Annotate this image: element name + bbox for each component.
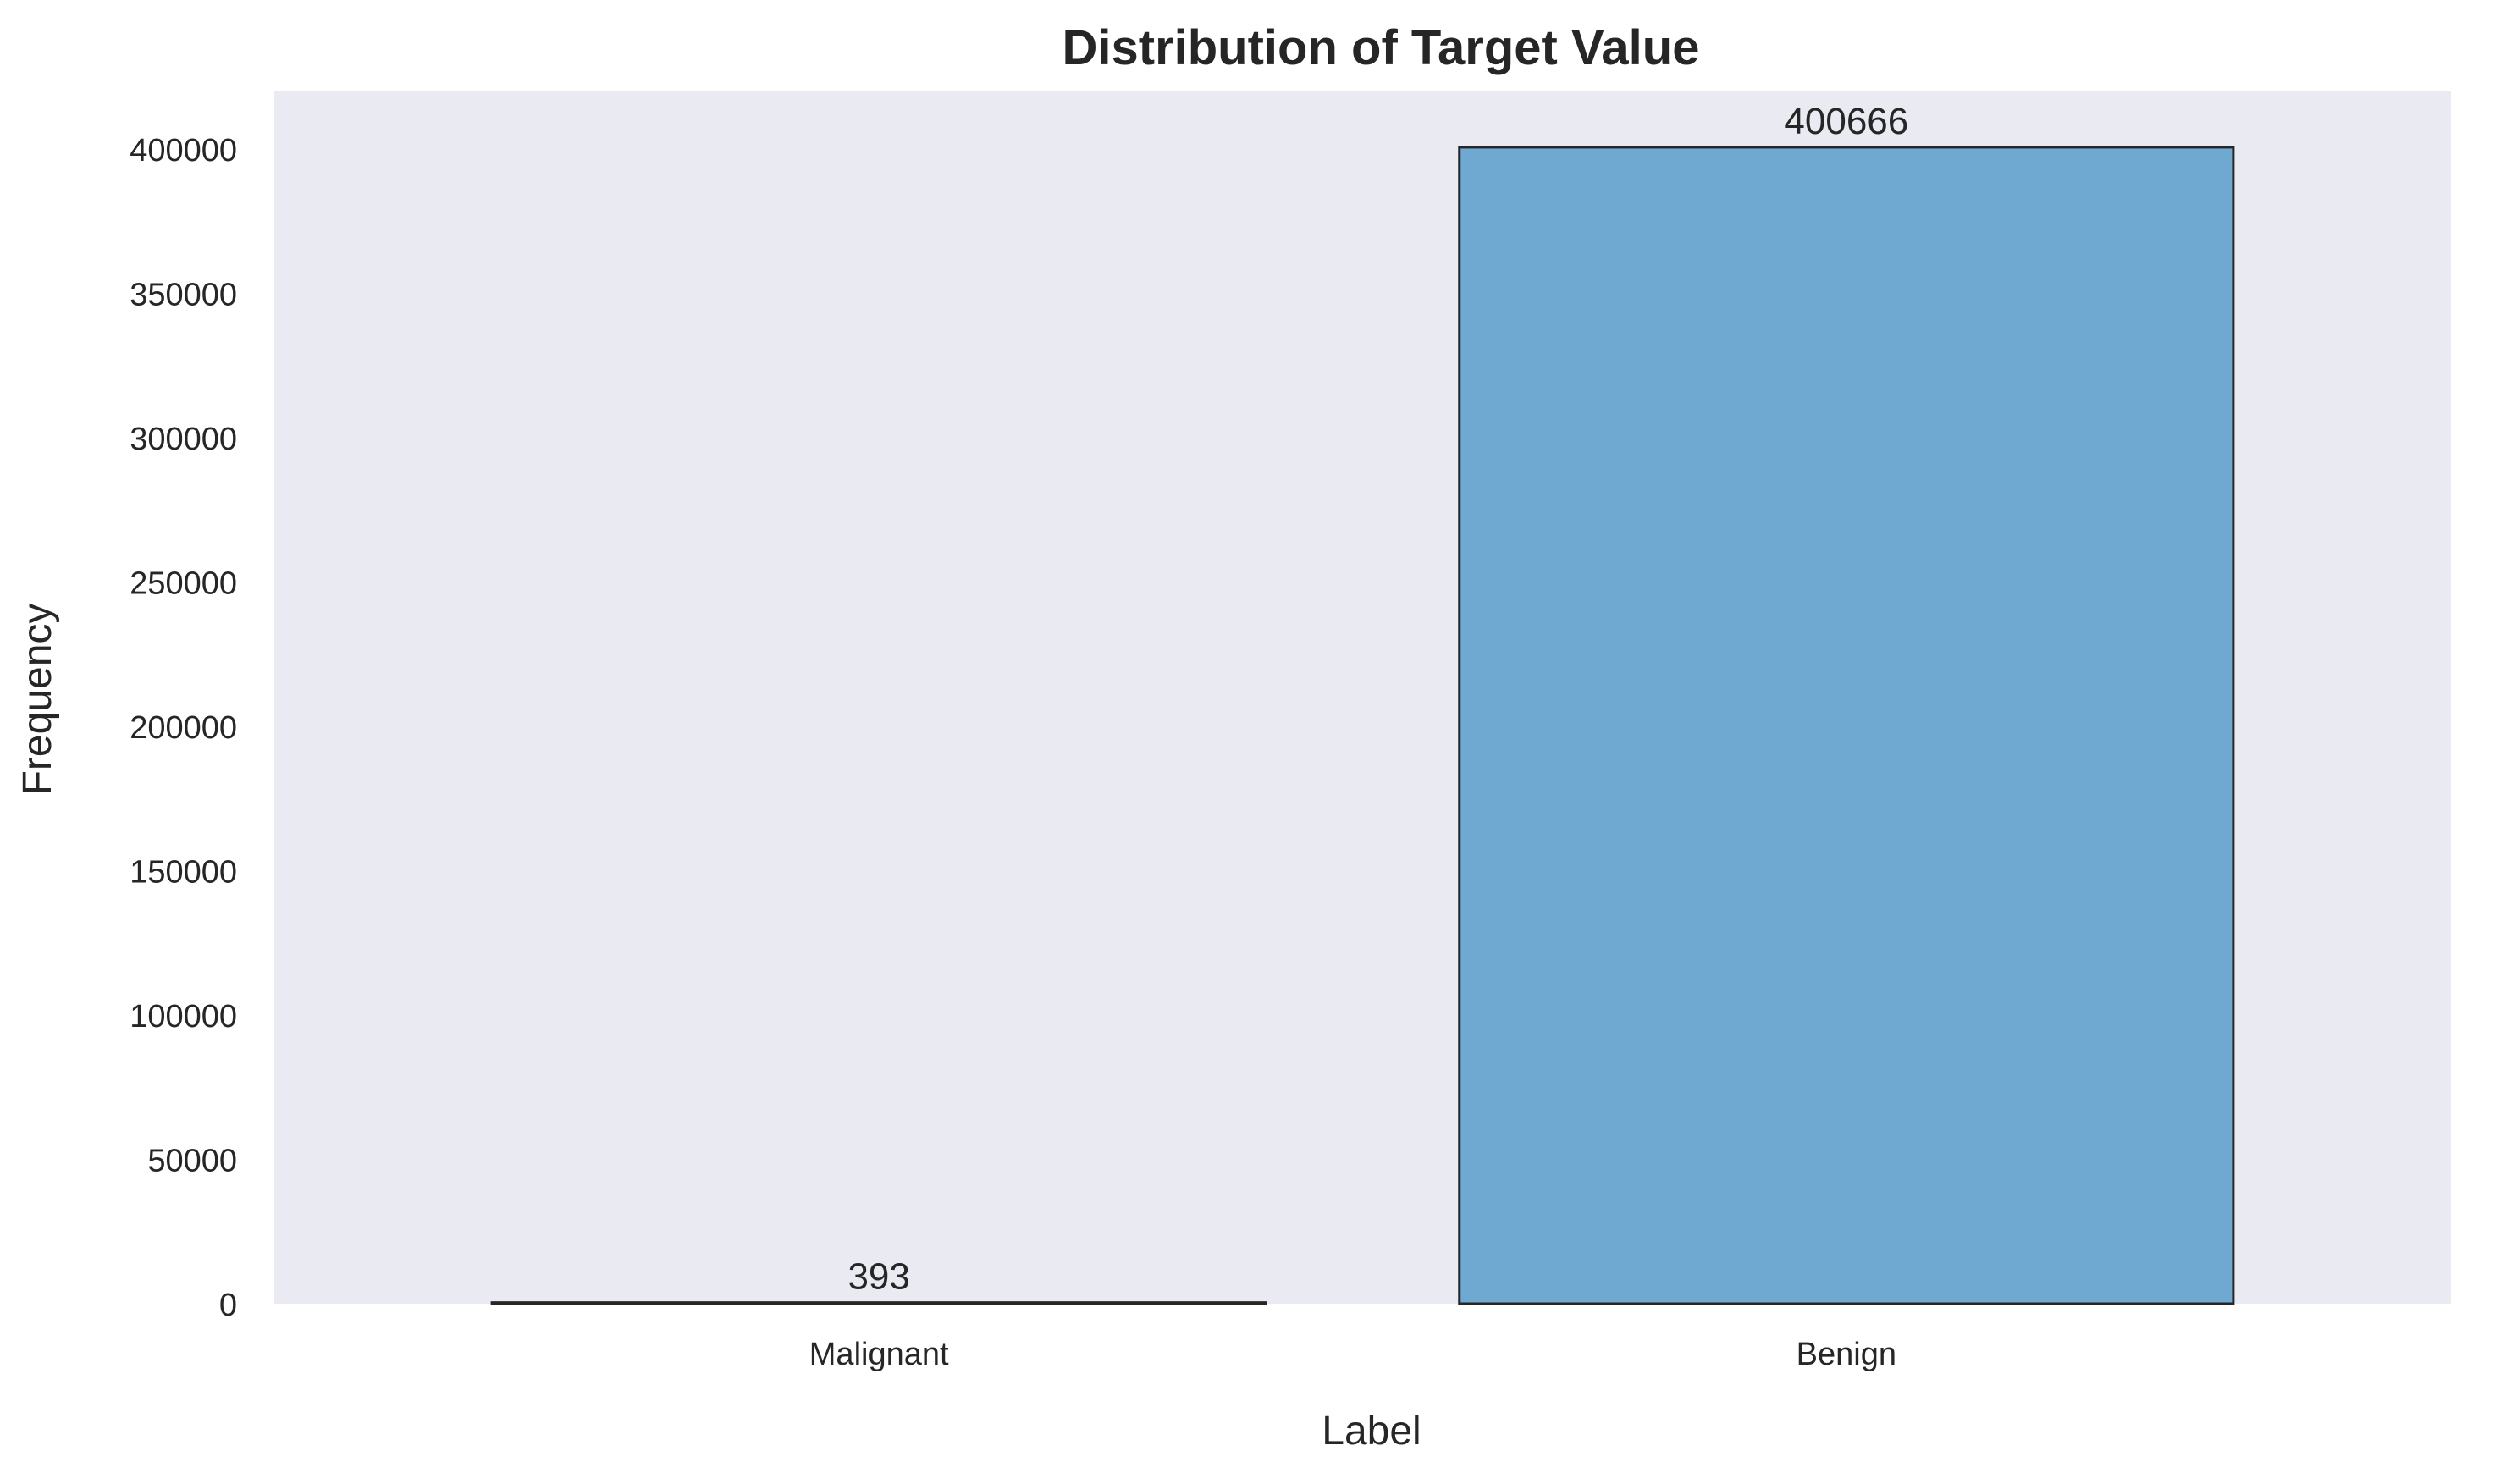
y-tick-label: 150000 bbox=[130, 855, 237, 891]
y-tick-label: 350000 bbox=[130, 278, 237, 313]
y-tick-label: 50000 bbox=[147, 1144, 237, 1179]
y-axis-label: Frequency bbox=[15, 604, 60, 796]
chart-title: Distribution of Target Value bbox=[1063, 20, 1700, 75]
value-labels-group: 393 400666 bbox=[847, 101, 1908, 1298]
bar-benign bbox=[1458, 146, 2235, 1305]
bar-malignant bbox=[490, 1301, 1267, 1305]
y-tick-label: 0 bbox=[219, 1288, 237, 1323]
value-label-benign: 400666 bbox=[1784, 101, 1908, 142]
x-axis-label: Label bbox=[1322, 1409, 1421, 1454]
y-tick-label: 300000 bbox=[130, 422, 237, 457]
y-tick-label: 250000 bbox=[130, 566, 237, 602]
bars-group bbox=[490, 146, 2235, 1305]
y-axis-ticks: 0 50000 100000 150000 200000 250000 300000 3500… bbox=[130, 133, 237, 1323]
y-tick-label: 400000 bbox=[130, 133, 237, 168]
x-axis-ticks: Malignant Benign bbox=[809, 1337, 1896, 1372]
y-tick-label: 200000 bbox=[130, 710, 237, 746]
value-label-malignant: 393 bbox=[847, 1256, 909, 1298]
x-tick-label-malignant: Malignant bbox=[809, 1337, 949, 1372]
y-tick-label: 100000 bbox=[130, 999, 237, 1034]
x-tick-label-benign: Benign bbox=[1797, 1337, 1896, 1372]
